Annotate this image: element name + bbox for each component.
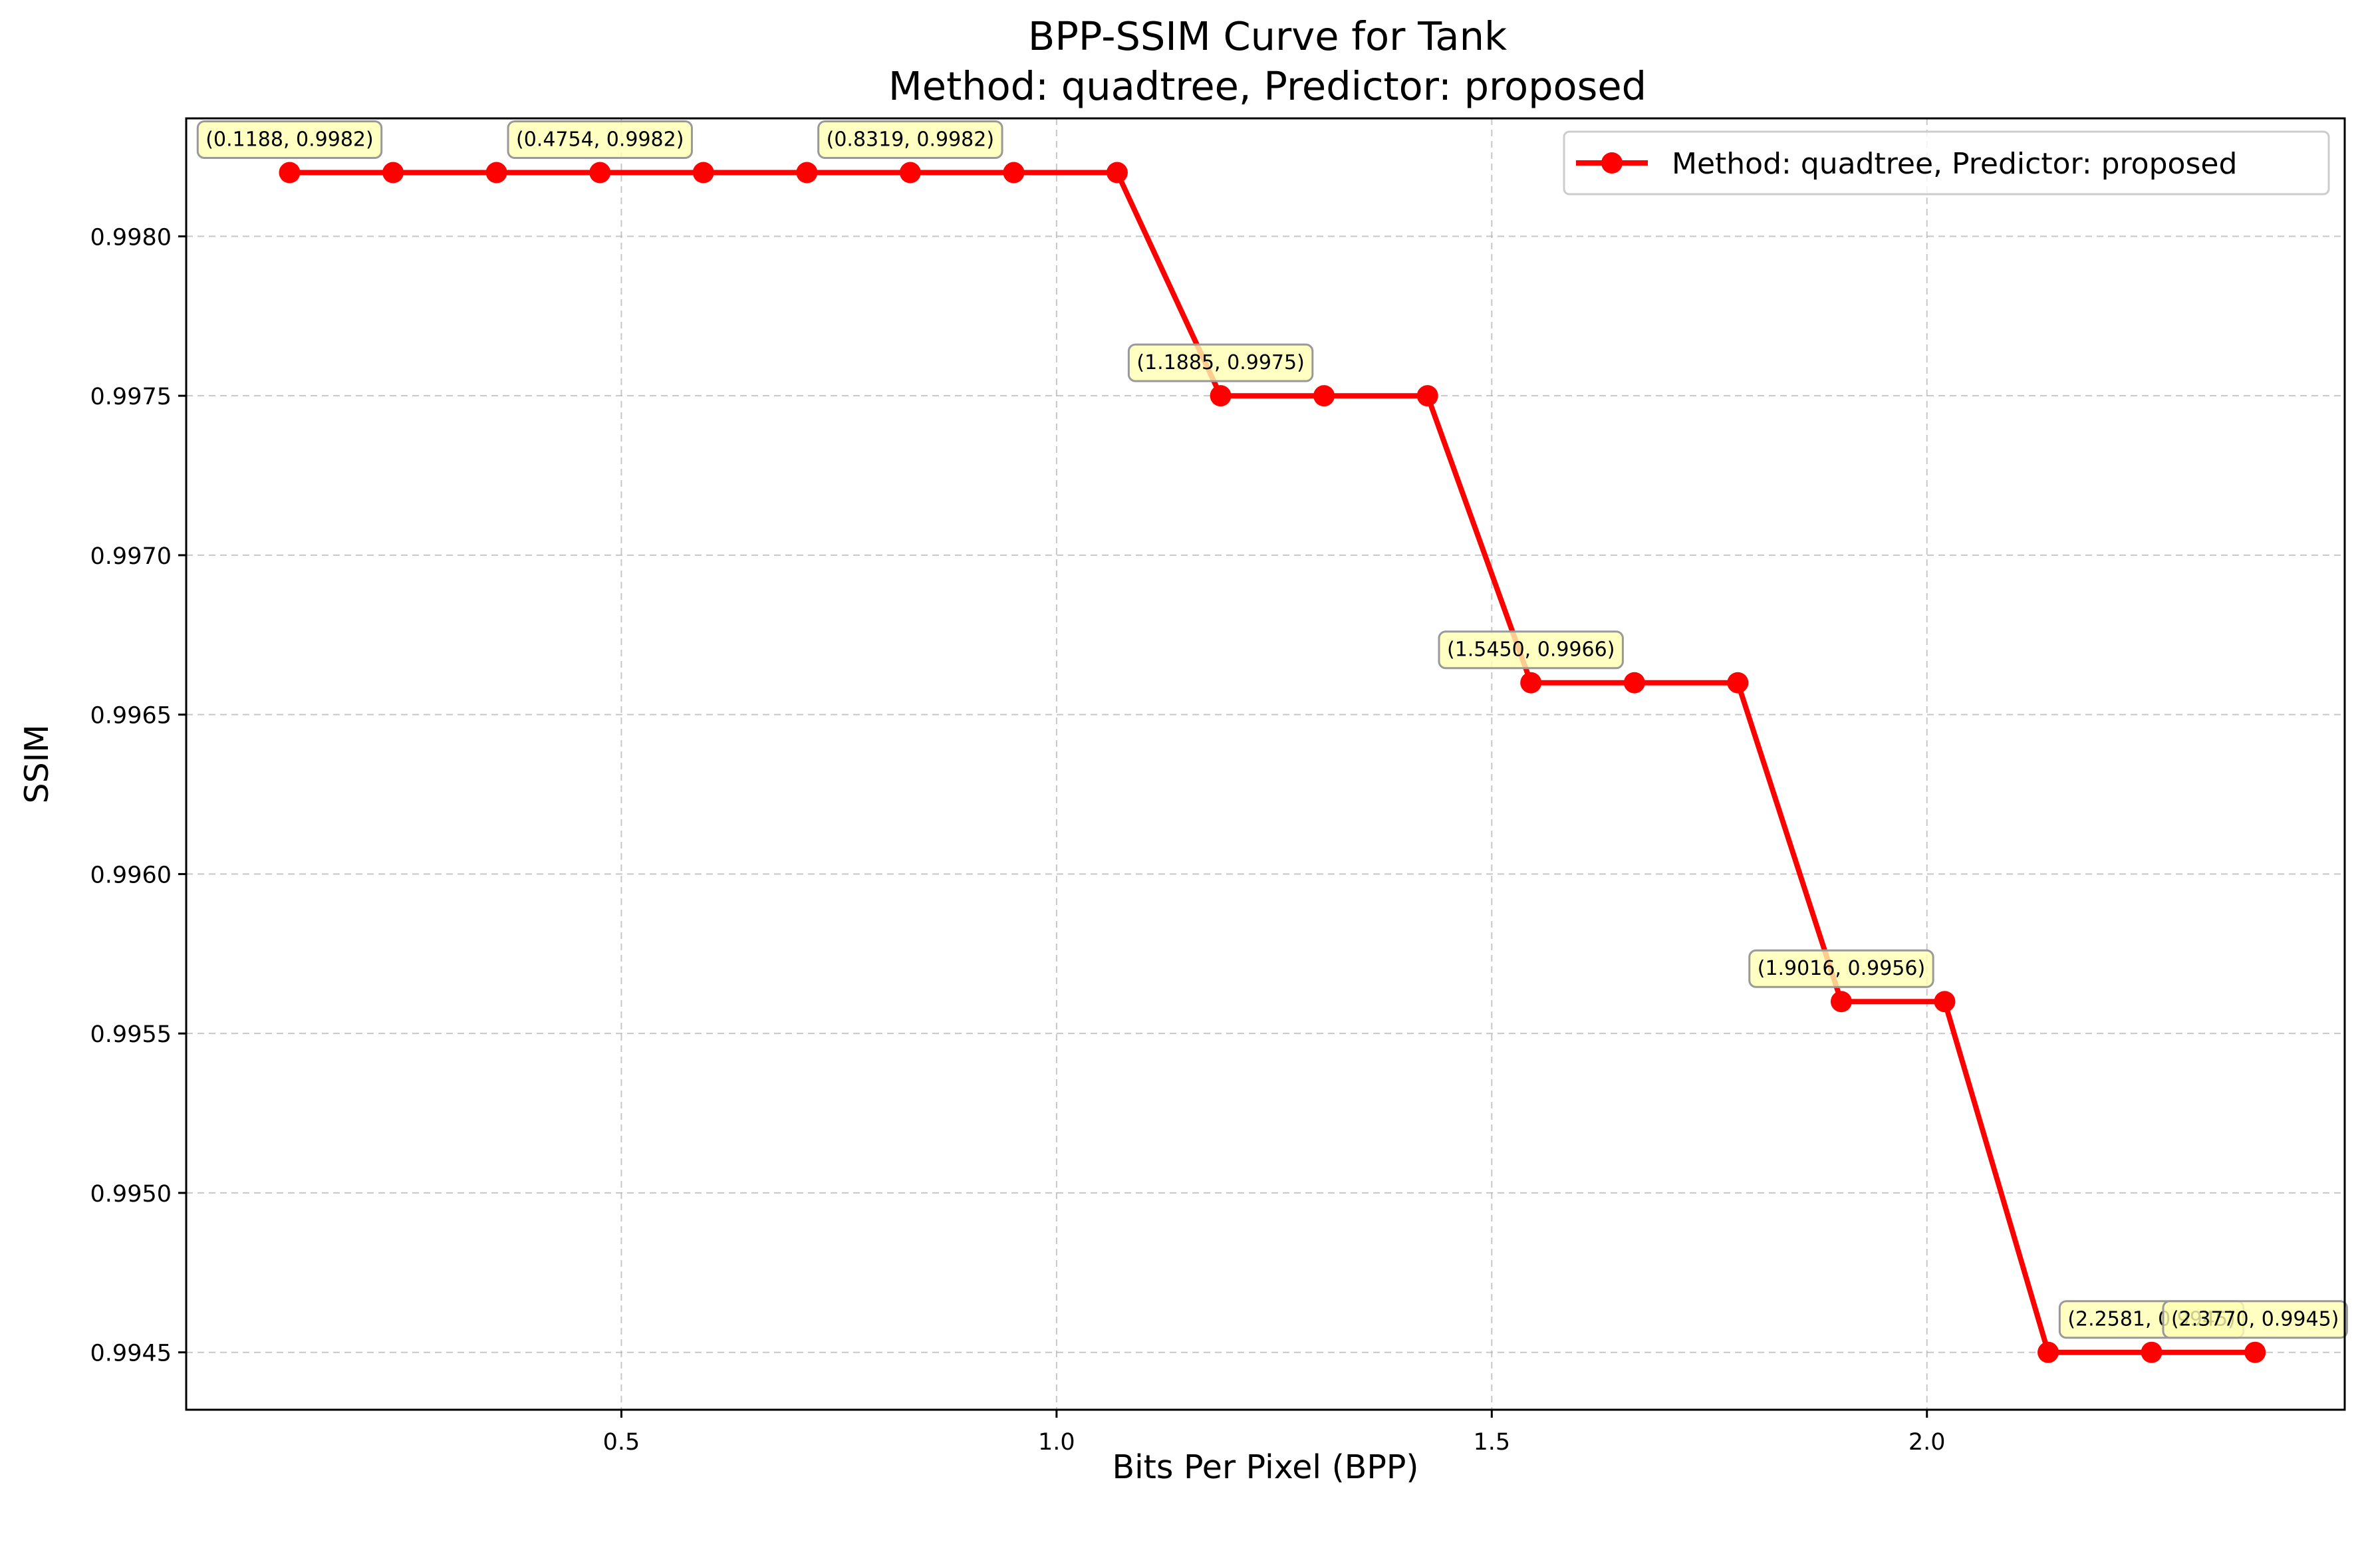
data-point <box>485 162 507 184</box>
data-point <box>1416 385 1438 407</box>
x-axis-label: Bits Per Pixel (BPP) <box>1112 1448 1418 1486</box>
data-point <box>1520 672 1542 694</box>
series-line <box>289 170 2256 1355</box>
data-label-text: (1.5450, 0.9966) <box>1447 638 1615 662</box>
data-point <box>1210 385 1232 407</box>
data-point <box>1934 991 1956 1013</box>
x-axis: 0.5 1.0 1.5 2.0 <box>603 1410 1946 1456</box>
chart-subtitle: Method: quadtree, Predictor: proposed <box>888 63 1646 109</box>
data-label: (0.8319, 0.9982) <box>817 120 1003 160</box>
data-label-text: (1.9016, 0.9956) <box>1758 957 1925 980</box>
data-label: (0.1188, 0.9982) <box>196 120 383 160</box>
y-tick-label: 0.9965 <box>90 703 172 729</box>
data-label: (2.3770, 0.9945) <box>2162 1300 2348 1339</box>
data-point <box>1727 672 1749 694</box>
data-label-text: (0.4754, 0.9982) <box>516 128 684 152</box>
plot-frame <box>185 117 2346 1411</box>
y-axis: 0.9945 0.9950 0.9955 0.9960 0.9965 0.9970 0.99… <box>90 224 186 1367</box>
data-label-text: (0.8319, 0.9982) <box>827 128 994 152</box>
data-label-box <box>1438 630 1624 670</box>
data-point <box>382 162 404 184</box>
x-tick-label: 0.5 <box>603 1429 640 1456</box>
x-tick-label: 1.5 <box>1473 1429 1510 1456</box>
data-label-box <box>817 120 1003 160</box>
y-tick-label: 0.9955 <box>90 1021 172 1048</box>
y-axis-label: SSIM <box>18 725 56 804</box>
data-label-box <box>196 120 383 160</box>
data-label: (1.9016, 0.9956) <box>1748 949 1934 988</box>
annotation-layer: (0.1188, 0.9982) (0.4754, 0.9982) (0.8319,… <box>196 120 2348 1339</box>
data-label-box <box>1748 949 1934 988</box>
data-label-text: (1.1885, 0.9975) <box>1136 351 1304 374</box>
data-label-box <box>2162 1300 2348 1339</box>
data-point <box>2141 1341 2163 1363</box>
chart-title: BPP-SSIM Curve for Tank <box>1028 13 1507 59</box>
data-label-text: (2.3770, 0.9945) <box>2171 1308 2339 1331</box>
data-point <box>589 162 611 184</box>
data-point <box>899 162 921 184</box>
grid-lines <box>186 118 2345 1410</box>
data-point <box>279 162 301 184</box>
y-tick-label: 0.9970 <box>90 543 172 570</box>
data-point <box>1003 162 1025 184</box>
data-point <box>2037 1341 2059 1363</box>
x-tick-label: 2.0 <box>1908 1429 1946 1456</box>
data-label: (0.4754, 0.9982) <box>507 120 693 160</box>
data-point <box>1623 672 1645 694</box>
legend-frame <box>1563 130 2330 196</box>
data-point <box>796 162 818 184</box>
y-tick-label: 0.9945 <box>90 1341 172 1367</box>
y-tick-label: 0.9960 <box>90 862 172 888</box>
series-layer <box>279 162 2266 1363</box>
x-tick-label: 1.0 <box>1038 1429 1075 1456</box>
data-label-box <box>507 120 693 160</box>
data-label-text: (0.1188, 0.9982) <box>205 128 373 152</box>
data-label-box <box>1127 343 1314 382</box>
data-point <box>2244 1341 2266 1363</box>
data-point <box>692 162 714 184</box>
y-tick-label: 0.9975 <box>90 384 172 410</box>
data-point <box>1106 162 1128 184</box>
data-label: (1.1885, 0.9975) <box>1127 343 1314 382</box>
y-tick-label: 0.9950 <box>90 1181 172 1208</box>
data-point <box>1313 385 1335 407</box>
legend-marker-swatch <box>1601 152 1623 174</box>
y-tick-label: 0.9980 <box>90 224 172 251</box>
data-point <box>1830 991 1852 1013</box>
data-label: (1.5450, 0.9966) <box>1438 630 1624 670</box>
legend-label: Method: quadtree, Predictor: proposed <box>1672 147 2237 181</box>
legend: Method: quadtree, Predictor: proposed <box>1563 130 2330 196</box>
